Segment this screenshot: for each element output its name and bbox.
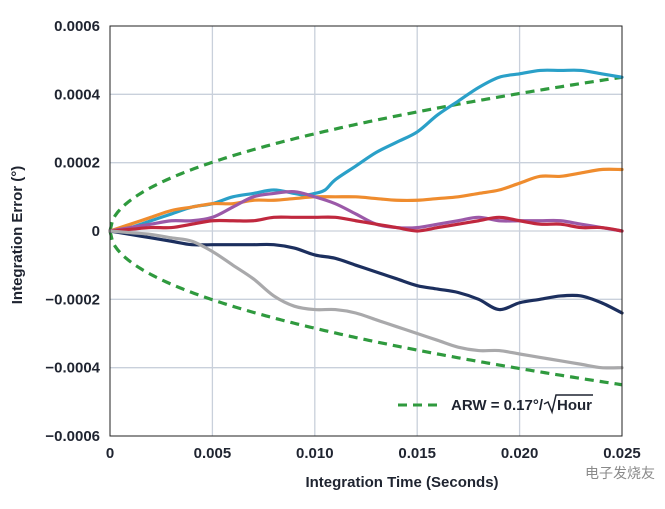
x-tick-label: 0.005 xyxy=(194,445,232,462)
y-tick-label: −0.0002 xyxy=(45,291,100,308)
plot-frame xyxy=(109,25,623,437)
series-line-5 xyxy=(108,229,624,315)
series-line-2 xyxy=(108,167,624,233)
legend: ARW = 0.17°/ Hour xyxy=(398,394,594,415)
y-tick-label: 0.0002 xyxy=(54,155,100,172)
y-tick-label: −0.0006 xyxy=(45,428,100,445)
x-tick-label: 0.015 xyxy=(398,445,436,462)
sqrt-symbol xyxy=(543,394,594,415)
grid xyxy=(110,26,622,436)
arw-envelope-lower xyxy=(108,230,623,387)
y-tick-label: 0.0006 xyxy=(54,18,100,35)
legend-radicand: Hour xyxy=(557,397,592,414)
y-tick-labels: 0.0006 0.0004 0.0002 0 −0.0002 −0.0004 −0.0006 xyxy=(45,18,100,445)
y-tick-label: 0 xyxy=(92,223,100,240)
arw-envelope-upper xyxy=(108,75,623,232)
y-tick-label: −0.0004 xyxy=(45,360,100,377)
x-tick-labels: 0 0.005 0.010 0.015 0.020 0.025 xyxy=(106,445,641,462)
series-lines xyxy=(108,68,624,370)
y-tick-label: 0.0004 xyxy=(54,86,101,103)
series-line-4 xyxy=(108,215,624,233)
legend-label-arw: ARW = 0.17°/ xyxy=(451,397,544,414)
y-axis-title: Integration Error (°) xyxy=(9,166,26,305)
series-line-3 xyxy=(108,189,624,233)
arw-envelope xyxy=(108,75,623,387)
x-axis-title: Integration Time (Seconds) xyxy=(305,474,498,491)
watermark: 电子发烧友 xyxy=(585,465,655,481)
x-tick-label: 0.010 xyxy=(296,445,334,462)
x-tick-label: 0.020 xyxy=(501,445,539,462)
x-tick-label: 0 xyxy=(106,445,114,462)
x-tick-label: 0.025 xyxy=(603,445,641,462)
series-line-6 xyxy=(108,229,624,370)
